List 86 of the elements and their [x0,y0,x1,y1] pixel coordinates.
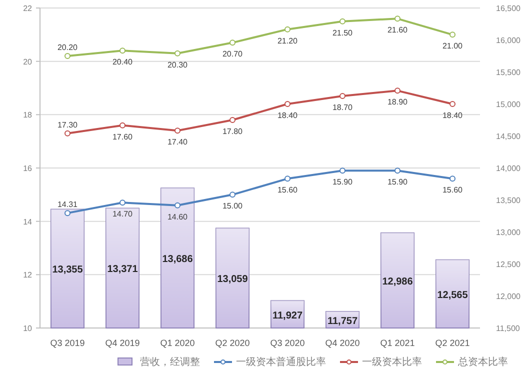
data-label: 14.70 [112,210,134,219]
y2-tick-label: 11,500 [496,324,520,333]
point [394,168,400,174]
data-label: 15.90 [332,178,354,187]
legend-label: 一级资本比率 [362,356,422,368]
legend-label: 营收，经调整 [140,356,200,368]
y2-tick-label: 13,000 [496,228,522,237]
y-tick-label: 20 [23,57,33,66]
data-label: 13,059 [217,274,248,286]
point [284,26,290,32]
x-tick-label: Q1 2021 [380,338,415,348]
point [120,200,126,206]
data-label: 18.40 [277,111,298,120]
y-tick-label: 22 [23,4,33,13]
data-label: 21.60 [387,26,408,35]
data-label: 20.20 [57,43,78,52]
data-label: 20.70 [222,50,244,59]
x-tick-label: Q4 2020 [325,338,360,348]
point [450,101,456,107]
y2-tick-label: 13,500 [496,196,522,205]
y2-tick-label: 15,500 [496,68,522,77]
point [394,88,400,94]
data-label: 13,686 [162,254,194,266]
point [284,176,290,182]
legend-label: 总资本比率 [457,356,508,368]
data-label: 14.31 [57,200,78,210]
point [340,168,346,174]
point [174,50,180,56]
y-tick-label: 16 [23,164,33,173]
y-tick-label: 12 [23,270,33,280]
point [394,16,400,22]
y2-tick-label: 14,000 [496,164,522,173]
x-tick-label: Q3 2020 [270,338,305,348]
y2-tick-label: 16,500 [496,4,522,13]
point [64,130,70,136]
point [340,18,346,24]
point [230,117,236,123]
point [64,53,70,59]
y-tick-label: 10 [23,324,33,333]
y2-tick-label: 15,000 [496,100,522,109]
data-label: 20.40 [112,58,134,67]
data-label: 17.80 [222,127,244,136]
data-label: 17.40 [167,138,188,147]
point [174,128,180,134]
data-label: 12,565 [437,290,468,301]
point [450,176,456,182]
y2-tick-label: 14,500 [496,132,522,141]
point [64,210,70,216]
data-label: 13,371 [107,264,138,276]
y2-tick-label: 16,000 [496,36,522,45]
point [230,40,236,46]
x-tick-label: Q3 2019 [50,338,85,348]
point [120,122,126,128]
y-tick-label: 14 [23,217,33,226]
point [284,101,290,107]
y-tick-label: 18 [23,110,33,120]
x-tick-label: Q2 2021 [435,338,470,348]
x-tick-label: Q4 2019 [105,338,140,348]
data-label: 13,355 [52,264,84,276]
y2-tick-label: 12,000 [496,292,522,301]
data-label: 17.60 [112,132,134,142]
data-label: 18.40 [442,111,464,120]
x-tick-label: Q1 2020 [160,338,195,348]
x-tick-label: Q2 2020 [215,338,250,348]
data-label: 21.00 [442,42,464,51]
point [174,202,180,208]
data-label: 21.50 [332,28,354,38]
data-label: 14.60 [167,212,188,222]
point [450,32,456,38]
data-label: 15.90 [387,178,408,187]
data-label: 11,757 [327,316,358,327]
data-label: 15.00 [222,202,244,211]
data-label: 21.20 [277,36,298,46]
data-label: 11,927 [272,310,303,322]
data-label: 12,986 [382,276,414,288]
data-label: 18.90 [387,98,408,107]
data-label: 15.60 [277,186,298,195]
point [120,48,126,54]
point [340,93,346,99]
y2-tick-label: 12,500 [496,260,522,269]
legend-label: 一级资本普通股比率 [236,356,326,368]
point [230,192,236,198]
data-label: 20.30 [167,60,188,70]
data-label: 17.30 [57,120,78,130]
data-label: 15.60 [442,186,464,195]
data-label: 18.70 [332,103,354,112]
